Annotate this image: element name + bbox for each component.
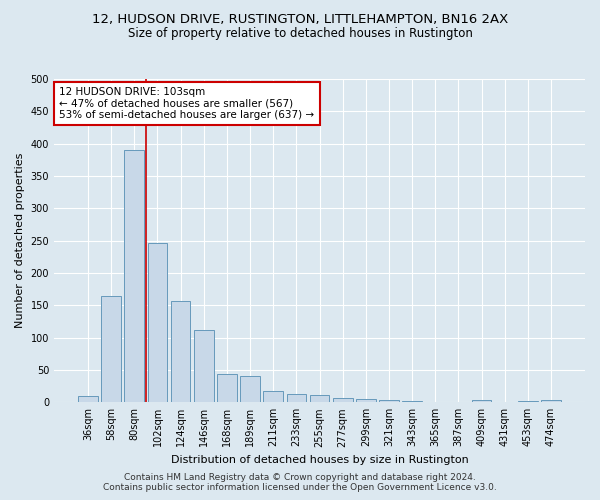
Bar [171,301,190,402]
Bar [124,150,144,403]
Text: 12, HUDSON DRIVE, RUSTINGTON, LITTLEHAMPTON, BN16 2AX: 12, HUDSON DRIVE, RUSTINGTON, LITTLEHAMP… [92,12,508,26]
Bar [541,400,561,402]
Bar [287,394,306,402]
Bar [379,400,399,402]
Bar [101,296,121,403]
Bar [240,376,260,402]
Bar [148,242,167,402]
Bar [472,400,491,402]
Bar [356,399,376,402]
Bar [310,394,329,402]
Bar [402,401,422,402]
Y-axis label: Number of detached properties: Number of detached properties [15,153,25,328]
Bar [333,398,353,402]
Bar [263,392,283,402]
Text: Size of property relative to detached houses in Rustington: Size of property relative to detached ho… [128,28,472,40]
Text: 12 HUDSON DRIVE: 103sqm
← 47% of detached houses are smaller (567)
53% of semi-d: 12 HUDSON DRIVE: 103sqm ← 47% of detache… [59,87,314,120]
Bar [518,401,538,402]
Text: Contains HM Land Registry data © Crown copyright and database right 2024.
Contai: Contains HM Land Registry data © Crown c… [103,473,497,492]
Bar [194,330,214,402]
Bar [78,396,98,402]
Bar [217,374,237,402]
X-axis label: Distribution of detached houses by size in Rustington: Distribution of detached houses by size … [170,455,469,465]
